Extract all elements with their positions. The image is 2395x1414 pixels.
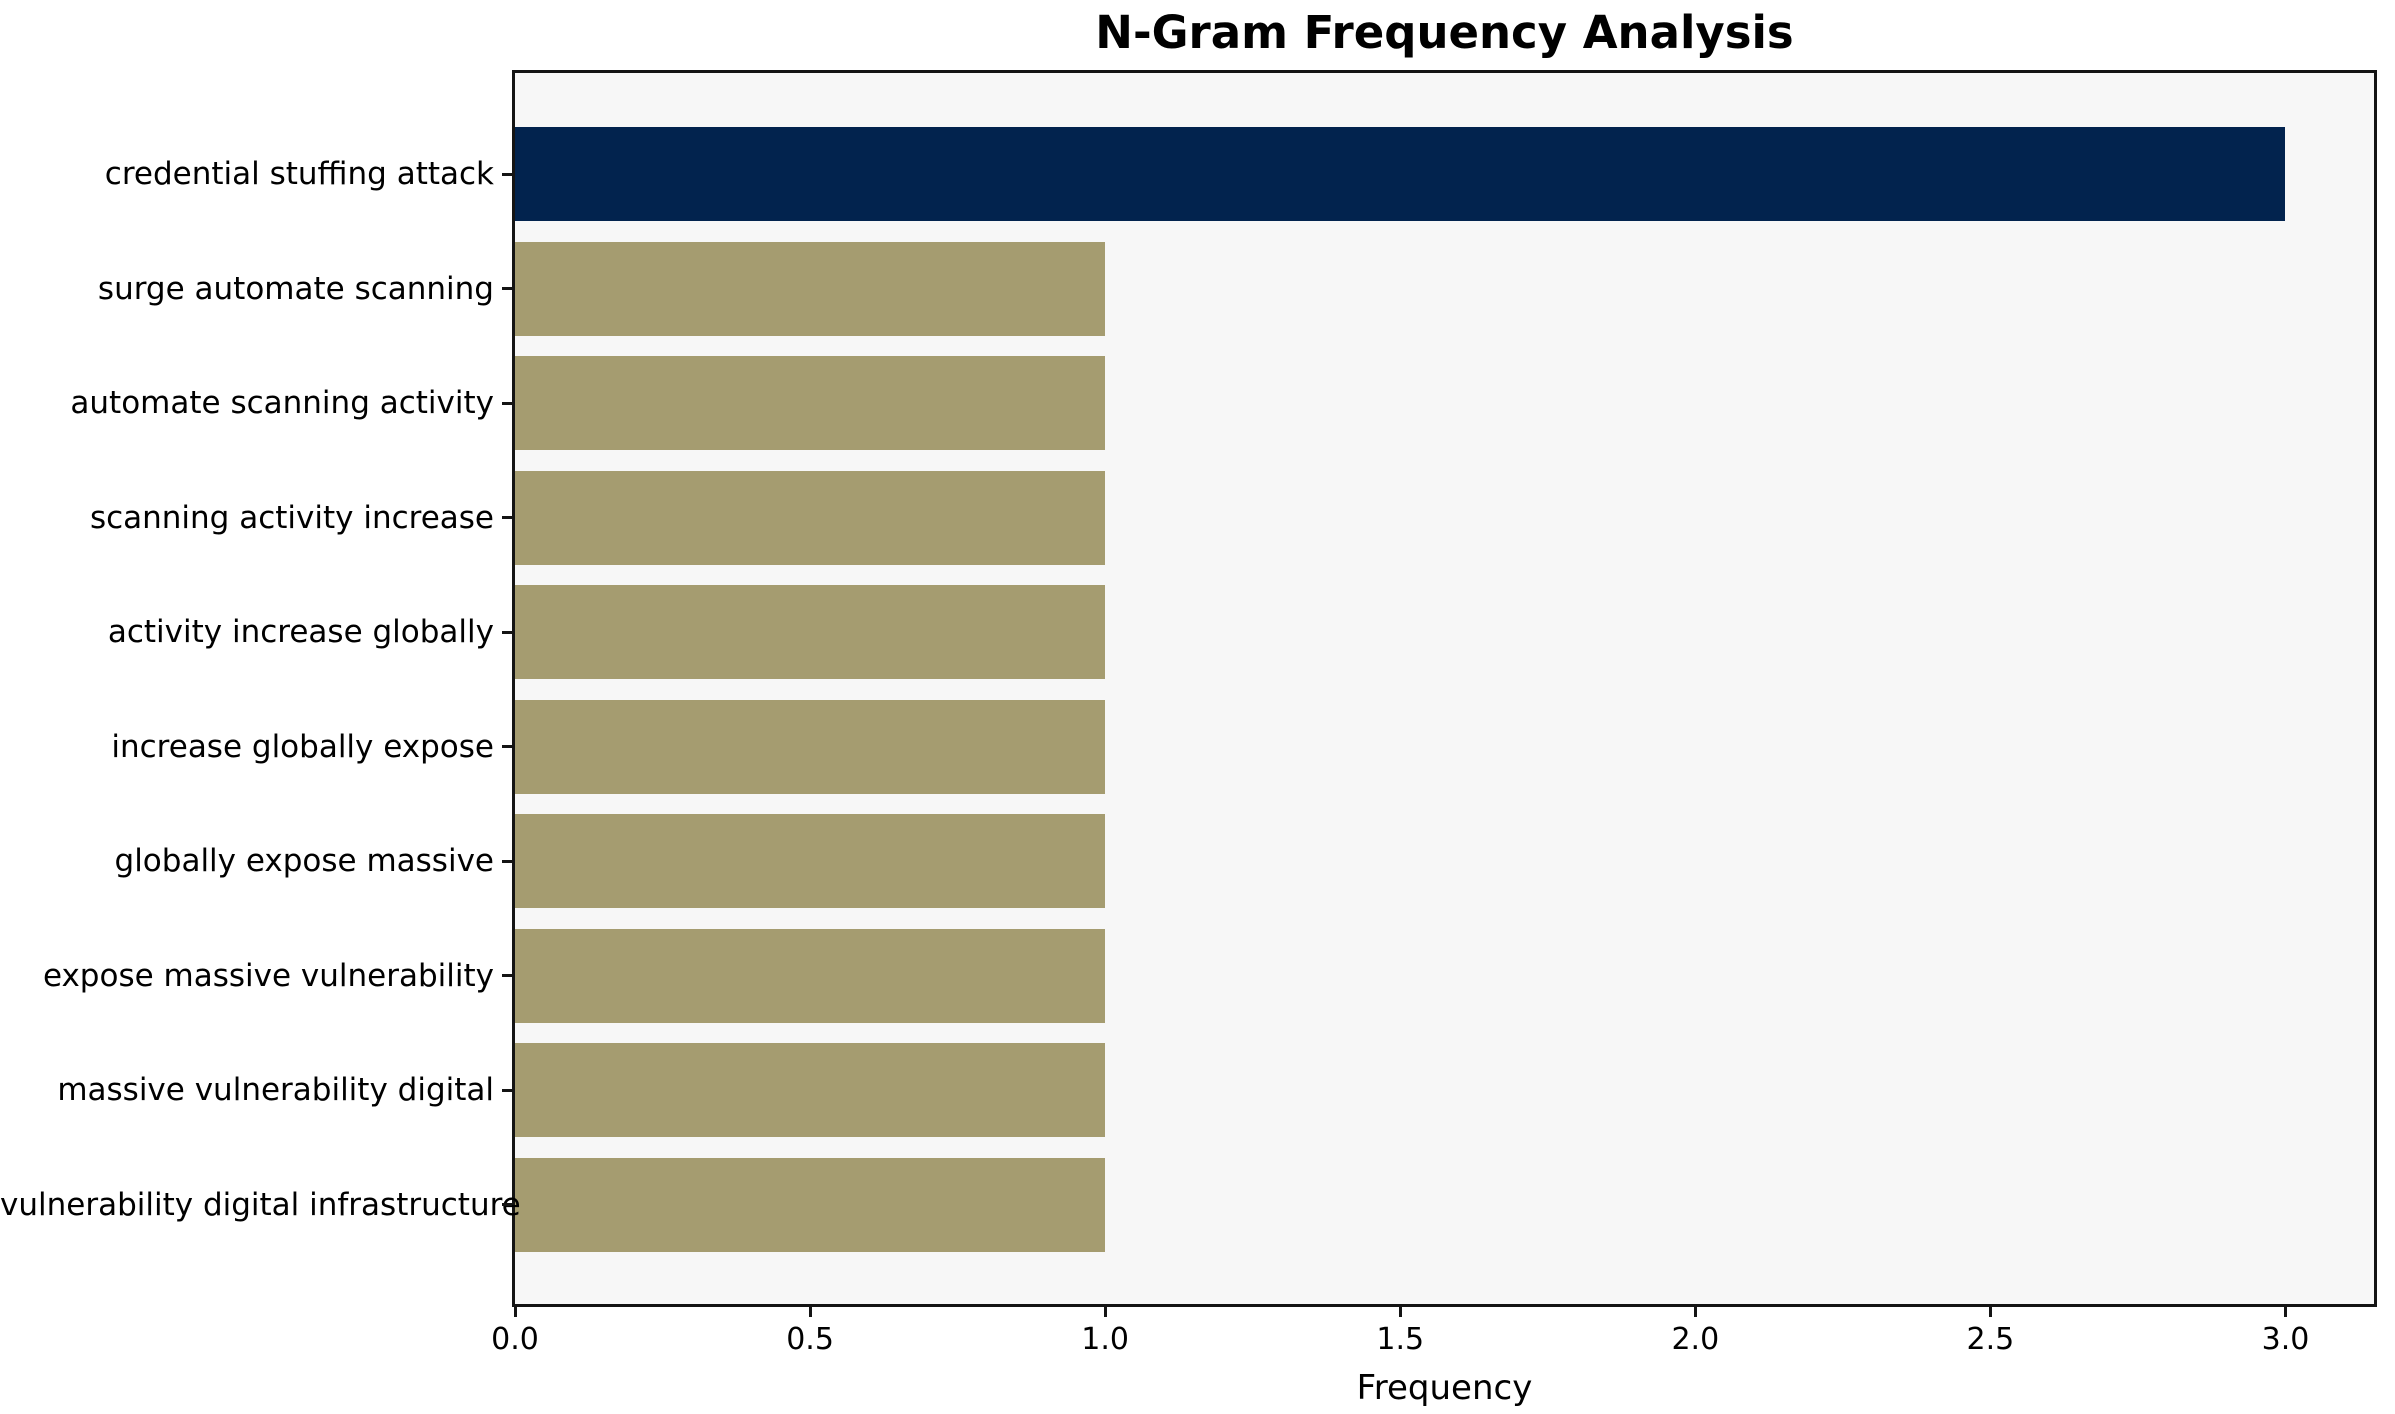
x-tick-mark <box>1693 1307 1697 1317</box>
bar <box>515 470 1106 565</box>
y-tick-label: surge automate scanning <box>97 270 494 307</box>
x-tick-label: 1.5 <box>1376 1322 1425 1357</box>
x-tick-label: 2.0 <box>1671 1322 1720 1357</box>
y-tick-mark <box>502 287 512 291</box>
bar <box>515 814 1106 909</box>
y-tick-label: scanning activity increase <box>89 499 494 536</box>
x-tick-mark <box>1988 1307 1992 1317</box>
bar <box>515 127 2286 221</box>
bar <box>515 241 1106 336</box>
x-tick-label: 3.0 <box>2261 1322 2310 1357</box>
bars-layer <box>515 73 2374 1304</box>
y-tick-mark <box>502 401 512 405</box>
bar <box>515 1157 1106 1252</box>
x-tick-mark <box>1398 1307 1402 1317</box>
y-tick-mark <box>502 1203 512 1207</box>
x-tick-label: 0.5 <box>786 1322 834 1357</box>
x-tick-mark <box>1103 1307 1107 1317</box>
y-tick-mark <box>502 974 512 978</box>
y-tick-mark <box>502 516 512 520</box>
bar <box>515 356 1106 451</box>
y-tick-mark <box>502 859 512 863</box>
y-tick-mark <box>502 172 512 176</box>
x-tick-mark <box>808 1307 812 1317</box>
bar <box>515 699 1106 794</box>
bar <box>515 928 1106 1023</box>
bar <box>515 585 1106 680</box>
y-tick-label: automate scanning activity <box>70 385 494 422</box>
x-tick-mark <box>513 1307 517 1317</box>
plot-area <box>512 70 2377 1307</box>
y-tick-label: activity increase globally <box>107 614 494 651</box>
y-tick-label: increase globally expose <box>111 728 494 765</box>
y-tick-label: globally expose massive <box>114 843 494 880</box>
chart-title: N-Gram Frequency Analysis <box>1095 6 1794 59</box>
y-tick-mark <box>502 630 512 634</box>
y-tick-label: massive vulnerability digital <box>57 1072 494 1109</box>
x-tick-label: 2.5 <box>1966 1322 2015 1357</box>
y-tick-label: expose massive vulnerability <box>42 957 494 994</box>
y-tick-mark <box>502 1088 512 1092</box>
y-tick-label: vulnerability digital infrastructure <box>0 1186 521 1223</box>
bar <box>515 1043 1106 1138</box>
x-axis-label: Frequency <box>1356 1368 1533 1408</box>
x-tick-label: 1.0 <box>1081 1322 1130 1357</box>
x-tick-mark <box>2283 1307 2287 1317</box>
y-tick-label: credential stuffing attack <box>104 156 494 192</box>
x-tick-label: 0.0 <box>491 1322 539 1357</box>
y-tick-mark <box>502 745 512 749</box>
